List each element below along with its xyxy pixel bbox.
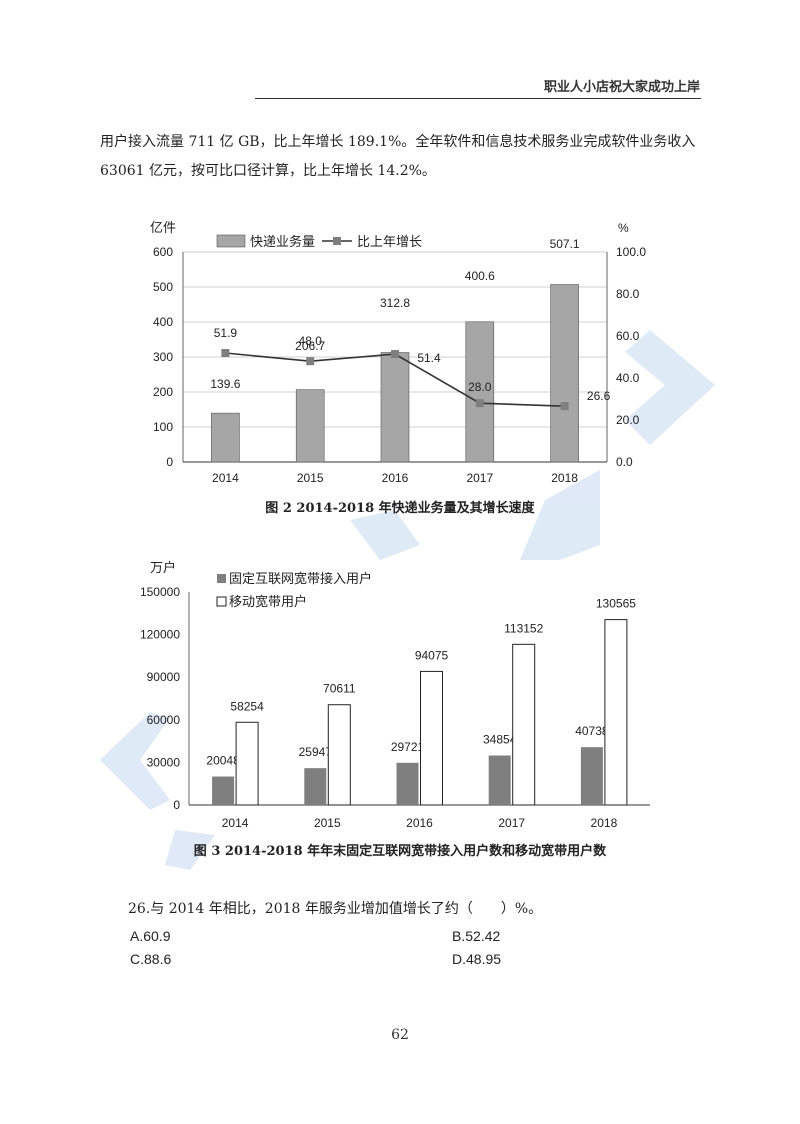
x-tick-label: 2018 [551,471,578,485]
option-c[interactable]: C.88.6 [130,951,172,967]
y2-tick-label: 60.0 [616,329,640,343]
x-tick-label: 2016 [406,816,433,830]
bar [380,352,410,463]
legend-swatch-bar [216,234,246,248]
y-tick-label: 150000 [140,585,180,599]
line-marker [560,402,569,411]
x-tick-label: 2017 [466,471,493,485]
legend-label-fixed: 固定互联网宽带接入用户 [229,571,372,586]
question-text: 26.与 2014 年相比，2018 年服务业增加值增长了约（ ）%。 [128,901,543,917]
bar-mobile [512,643,536,806]
y-tick-label: 30000 [147,755,181,769]
bar-mobile-label: 113152 [504,621,543,635]
y-tick-label: 400 [153,315,173,329]
bar-fixed-label: 40738 [575,724,609,738]
bar-fixed [396,762,419,805]
page-number: 62 [391,1027,409,1043]
bar-mobile [604,619,628,806]
bar-mobile-label: 130565 [596,597,636,611]
bar-mobile-label: 94075 [415,648,449,662]
y-tick-label: 0 [173,798,180,812]
bar-fixed [488,755,511,805]
legend-label-line: 比上年增长 [357,234,422,249]
header-title: 职业人小店祝大家成功上岸 [543,80,700,95]
bar-mobile [327,704,351,806]
chart2-caption: 图 3 2014-2018 年年末固定互联网宽带接入用户数和移动宽带用户数 [193,844,607,859]
bar-mobile-label: 58254 [230,699,264,713]
x-tick-label: 2014 [212,471,239,485]
y2-tick-label: 100.0 [616,245,646,259]
bar-data-label: 400.6 [465,269,495,283]
line-data-label: 51.4 [417,351,441,365]
bar-fixed-label: 25947 [299,745,333,759]
header-divider [255,98,701,99]
option-a[interactable]: A.60.9 [130,928,171,944]
bar [295,389,325,463]
y-tick-label: 600 [153,245,173,259]
broadband-users-chart: 万户 0 30000 60000 90000 120000 150000 20048 25947… [140,560,650,830]
x-tick-label: 2015 [297,471,324,485]
bar-fixed-label: 29721 [391,740,425,754]
legend-swatch-marker [333,237,341,245]
legend-swatch-mobile [216,596,227,607]
bar [465,321,495,463]
line-data-label: 26.6 [587,389,611,403]
y-tick-label: 500 [153,280,173,294]
line-marker [475,399,484,408]
chart1-caption: 图 2 2014-2018 年快递业务量及其增长速度 [265,501,535,516]
bar-fixed-label: 20048 [206,754,240,768]
bar-fixed [212,776,235,805]
y-axis-label: 万户 [150,560,176,575]
bar-mobile-label: 70611 [323,682,356,696]
bar-fixed-label: 34854 [483,733,517,747]
y-tick-label: 60000 [147,713,181,727]
line-data-label: 48.0 [299,334,323,348]
y-tick-label: 0 [166,455,173,469]
x-tick-label: 2015 [314,816,341,830]
bar [211,412,240,463]
bar [550,284,579,463]
x-tick-label: 2016 [382,471,409,485]
express-volume-chart: 亿件 % 0 100 200 300 400 500 600 0.0 20.0 40.0 60.0 80.… [150,220,646,485]
y2-axis-label: % [618,221,629,235]
line-data-label: 28.0 [468,380,492,394]
bar-data-label: 507.1 [550,237,580,251]
line-marker [306,357,315,366]
bar-data-label: 139.6 [210,377,240,391]
line-marker [221,349,230,358]
y2-tick-label: 0.0 [616,455,633,469]
bar-mobile [420,670,443,806]
y2-tick-label: 20.0 [616,413,640,427]
y-tick-label: 100 [153,420,173,434]
legend-label-mobile: 移动宽带用户 [229,594,307,609]
y2-tick-label: 80.0 [616,287,640,301]
bar-data-label: 206.7 [295,339,325,353]
legend-label-bar: 快递业务量 [250,234,315,249]
y-tick-label: 200 [153,385,173,399]
option-b[interactable]: B.52.42 [452,928,501,944]
x-tick-label: 2014 [222,816,249,830]
line-data-label: 51.9 [214,326,238,340]
x-tick-label: 2018 [591,816,618,830]
y-tick-label: 120000 [140,628,180,642]
option-d[interactable]: D.48.95 [452,951,502,967]
legend-swatch-fixed [217,574,226,583]
y-axis-label: 亿件 [150,220,176,235]
y2-tick-label: 40.0 [616,371,640,385]
bar-fixed [580,747,603,805]
x-tick-label: 2017 [498,816,525,830]
y-tick-label: 300 [153,350,173,364]
bar-data-label: 312.8 [380,296,410,310]
bar-mobile [235,721,259,806]
body-paragraph: 用户接入流量 711 亿 GB，比上年增长 189.1%。全年软件和信息技术服务… [100,134,696,179]
bar-fixed [304,768,327,805]
line-marker [391,350,399,359]
y-tick-label: 90000 [147,670,181,684]
